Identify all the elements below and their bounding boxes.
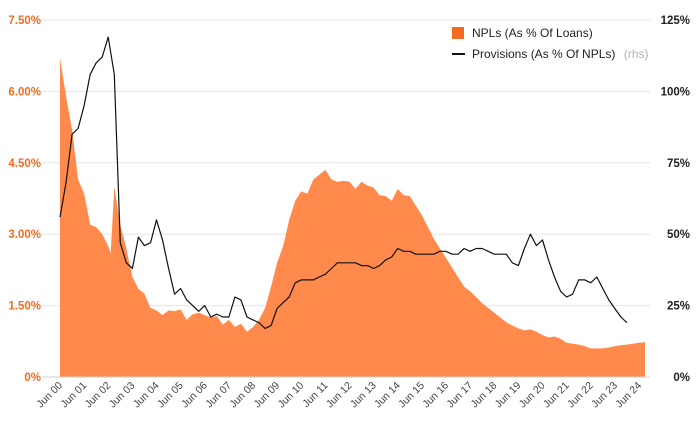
left-tick-3: 4.50% [8,158,41,170]
right-tick-5: 125% [661,15,690,27]
legend: NPLs (As % Of Loans) Provisions (As % Of… [452,26,649,62]
right-tick-4: 100% [661,86,690,98]
legend-label-provisions: Provisions (As % Of NPLs) (rhs) [472,45,649,62]
right-tick-0: 0% [673,372,690,384]
x-tick-2: Jun 02 [83,380,114,411]
x-tick-10: Jun 10 [276,380,307,411]
x-tick-3: Jun 03 [107,380,138,411]
x-tick-21: Jun 21 [541,380,572,411]
legend-label-npl: NPLs (As % Of Loans) [472,26,593,40]
x-tick-0: Jun 00 [34,380,65,411]
left-tick-2: 3.00% [8,229,41,241]
x-tick-19: Jun 19 [493,380,524,411]
x-tick-7: Jun 07 [203,380,234,411]
left-axis: 0% 1.50% 3.00% 4.50% 6.00% 7.50% [8,15,41,384]
x-tick-24: Jun 24 [613,380,644,411]
right-tick-1: 25% [667,301,690,313]
left-tick-0: 0% [24,372,41,384]
x-tick-1: Jun 01 [58,380,89,411]
x-tick-17: Jun 17 [444,380,475,411]
right-tick-3: 75% [667,158,690,170]
x-tick-12: Jun 12 [324,380,355,411]
x-tick-5: Jun 05 [155,380,186,411]
provisions-line-series [59,36,628,329]
left-tick-1: 1.50% [8,301,41,313]
x-tick-8: Jun 08 [227,380,258,411]
right-axis: 0% 25% 50% 75% 100% 125% [661,15,690,384]
x-tick-20: Jun 20 [517,380,548,411]
legend-swatch-npl [452,27,464,39]
x-tick-18: Jun 18 [469,380,500,411]
x-tick-6: Jun 06 [179,380,210,411]
legend-label-provisions-text: Provisions (As % Of NPLs) [472,47,615,61]
x-tick-13: Jun 13 [348,380,379,411]
x-tick-22: Jun 22 [565,380,596,411]
gridlines [42,19,650,307]
x-tick-15: Jun 15 [396,380,427,411]
x-tick-23: Jun 23 [589,380,620,411]
x-tick-4: Jun 04 [131,380,162,411]
left-tick-4: 6.00% [8,86,41,98]
legend-label-provisions-note: (rhs) [624,47,649,61]
right-tick-2: 50% [667,229,690,241]
left-tick-5: 7.50% [8,15,41,27]
x-tick-9: Jun 09 [251,380,282,411]
x-tick-16: Jun 16 [420,380,451,411]
npl-area-series [60,58,645,377]
x-tick-14: Jun 14 [372,380,403,411]
